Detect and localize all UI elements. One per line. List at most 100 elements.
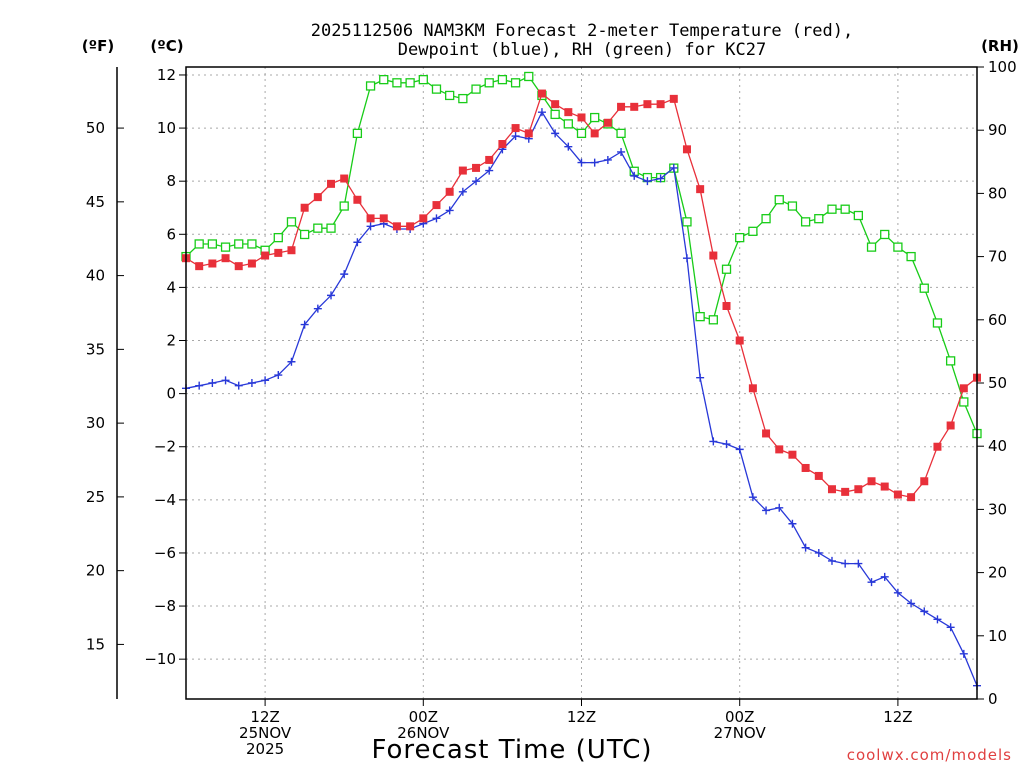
fahrenheit-tick-label-0: 50 bbox=[86, 119, 105, 137]
data-point-1-31 bbox=[590, 158, 599, 167]
data-point-0-9 bbox=[300, 203, 309, 212]
data-point-2-49 bbox=[827, 204, 837, 214]
data-point-1-14 bbox=[366, 222, 375, 231]
data-point-0-56 bbox=[920, 477, 929, 486]
data-point-1-10 bbox=[313, 304, 322, 313]
data-point-2-44 bbox=[761, 214, 771, 224]
data-point-2-52 bbox=[866, 242, 877, 252]
data-point-1-9 bbox=[300, 320, 309, 329]
data-point-1-38 bbox=[682, 254, 691, 263]
data-point-1-19 bbox=[432, 214, 441, 223]
data-point-2-42 bbox=[735, 232, 745, 243]
data-point-1-41 bbox=[722, 440, 731, 449]
data-point-0-8 bbox=[287, 246, 296, 255]
data-point-0-6 bbox=[261, 251, 270, 260]
data-point-1-13 bbox=[353, 238, 362, 247]
rh-tick-label-1: 90 bbox=[988, 121, 1007, 139]
data-point-0-57 bbox=[933, 442, 942, 451]
data-point-1-37 bbox=[669, 163, 678, 172]
data-point-2-22 bbox=[471, 84, 481, 94]
fahrenheit-axis-ticks: 50 45 40 35 30 25 20 15 bbox=[86, 119, 124, 653]
data-point-2-57 bbox=[932, 318, 943, 328]
data-point-0-42 bbox=[735, 336, 744, 345]
data-point-0-39 bbox=[696, 185, 705, 194]
fahrenheit-tick-label-3: 35 bbox=[86, 340, 105, 358]
data-point-0-12 bbox=[340, 174, 349, 183]
fahrenheit-tick-label-6: 20 bbox=[86, 562, 105, 580]
data-point-0-36 bbox=[656, 100, 665, 109]
data-point-2-51 bbox=[853, 210, 863, 221]
celsius-tick-label-4: 4 bbox=[166, 278, 176, 296]
chart-title-line-2: Dewpoint (blue), RH (green) for KC27 bbox=[398, 40, 766, 60]
data-point-1-43 bbox=[748, 493, 757, 502]
data-point-2-21 bbox=[458, 93, 468, 104]
data-point-2-14 bbox=[365, 81, 376, 91]
data-point-2-12 bbox=[339, 201, 349, 211]
data-point-0-49 bbox=[827, 485, 836, 494]
celsius-tick-label-7: −2 bbox=[154, 438, 176, 456]
data-point-0-5 bbox=[247, 259, 256, 268]
celsius-tick-label-6: 0 bbox=[166, 385, 176, 403]
data-point-1-4 bbox=[234, 381, 243, 390]
data-point-0-22 bbox=[472, 163, 481, 172]
data-point-1-11 bbox=[327, 291, 336, 300]
data-point-2-11 bbox=[326, 223, 336, 233]
data-point-0-41 bbox=[722, 301, 731, 310]
celsius-tick-label-1: 10 bbox=[157, 119, 176, 137]
data-point-2-53 bbox=[880, 229, 890, 240]
rh-tick-label-7: 30 bbox=[988, 500, 1007, 518]
rh-tick-label-6: 40 bbox=[988, 437, 1007, 455]
data-point-2-3 bbox=[220, 242, 231, 252]
data-point-0-50 bbox=[841, 487, 850, 496]
data-point-0-34 bbox=[630, 102, 639, 111]
data-point-2-23 bbox=[484, 78, 494, 88]
data-point-0-43 bbox=[748, 384, 757, 393]
data-point-1-51 bbox=[854, 559, 863, 568]
data-point-2-38 bbox=[682, 217, 692, 227]
data-point-2-30 bbox=[576, 128, 587, 139]
data-point-2-59 bbox=[959, 397, 969, 407]
data-point-0-30 bbox=[577, 113, 586, 122]
celsius-tick-label-5: 2 bbox=[166, 332, 176, 350]
data-point-2-25 bbox=[510, 78, 521, 88]
fahrenheit-tick-label-4: 30 bbox=[86, 414, 105, 432]
celsius-tick-label-3: 6 bbox=[166, 225, 176, 243]
data-point-1-32 bbox=[603, 155, 612, 164]
rh-tick-label-10: 0 bbox=[988, 690, 998, 708]
data-point-1-29 bbox=[564, 142, 573, 151]
data-point-2-40 bbox=[708, 315, 718, 325]
time-tick-label-0-1: 25NOV bbox=[239, 724, 292, 742]
data-point-0-21 bbox=[458, 166, 467, 175]
celsius-tick-label-9: −6 bbox=[154, 544, 176, 562]
data-point-1-2 bbox=[208, 379, 217, 387]
data-point-2-19 bbox=[431, 84, 442, 94]
data-point-0-3 bbox=[221, 254, 230, 263]
celsius-tick-label-8: −4 bbox=[154, 491, 176, 509]
data-point-0-32 bbox=[603, 118, 612, 127]
x-axis-label: Forecast Time (UTC) bbox=[371, 735, 652, 765]
data-point-0-1 bbox=[195, 262, 204, 271]
data-point-1-22 bbox=[472, 177, 481, 186]
data-point-0-26 bbox=[524, 129, 533, 138]
data-point-0-51 bbox=[854, 485, 863, 494]
data-point-2-16 bbox=[392, 78, 402, 88]
data-point-1-21 bbox=[458, 187, 467, 196]
rh-tick-label-4: 60 bbox=[988, 311, 1007, 329]
data-point-2-43 bbox=[748, 226, 758, 236]
data-point-1-57 bbox=[933, 615, 942, 624]
data-point-0-14 bbox=[366, 214, 375, 223]
data-point-1-3 bbox=[221, 376, 230, 385]
rh-unit-label: (RH) bbox=[981, 37, 1019, 55]
time-tick-label-3-1: 27NOV bbox=[714, 724, 767, 742]
data-point-2-29 bbox=[563, 119, 573, 129]
data-point-0-16 bbox=[392, 222, 401, 231]
data-point-2-48 bbox=[814, 214, 824, 224]
data-point-1-59 bbox=[959, 649, 968, 658]
data-point-2-41 bbox=[721, 264, 732, 274]
credit-link[interactable]: coolwx.com/models bbox=[847, 746, 1012, 764]
data-point-1-12 bbox=[340, 270, 349, 279]
data-point-1-48 bbox=[814, 548, 823, 557]
data-point-0-52 bbox=[867, 477, 876, 486]
fahrenheit-tick-label-1: 45 bbox=[86, 193, 105, 211]
